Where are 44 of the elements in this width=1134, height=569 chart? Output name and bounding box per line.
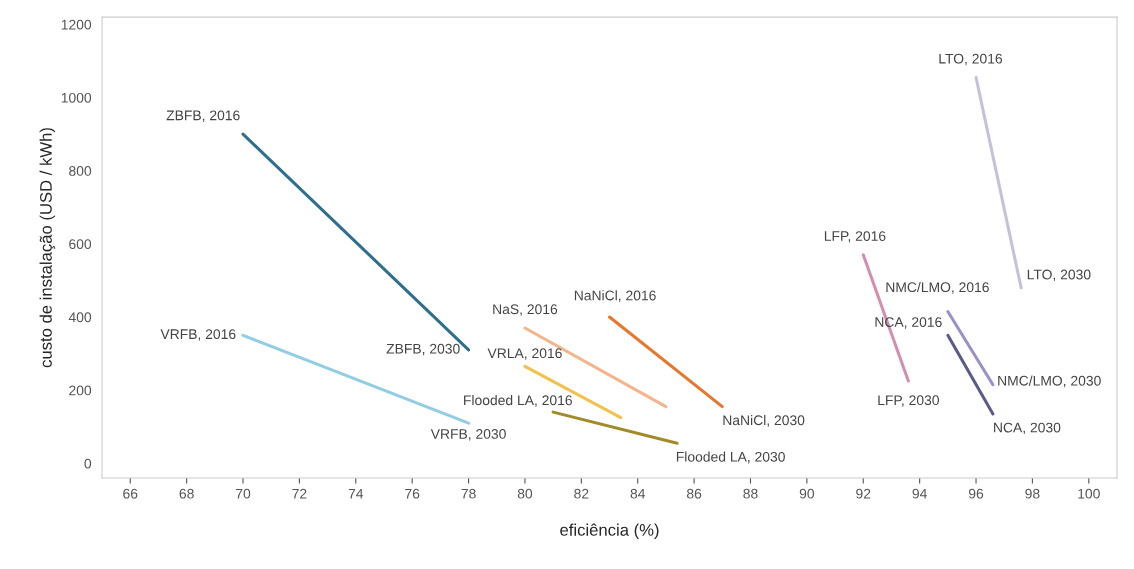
x-tick-label: 72 bbox=[292, 488, 307, 499]
x-axis-title: eficiência (%) bbox=[560, 523, 659, 540]
annotation: NCA, 2030 bbox=[994, 422, 1061, 435]
x-tick-label: 88 bbox=[743, 488, 758, 499]
x-tick-label: 84 bbox=[630, 488, 646, 499]
x-tick-label: 100 bbox=[1078, 488, 1100, 499]
annotation: NaS, 2016 bbox=[493, 304, 558, 316]
x-tick-label: 66 bbox=[123, 488, 138, 499]
annotation: Flooded LA, 2030 bbox=[676, 451, 785, 464]
annotation: NMC/LMO, 2030 bbox=[998, 375, 1101, 388]
x-tick-label: 68 bbox=[179, 488, 194, 499]
x-tick-label: 90 bbox=[799, 488, 815, 499]
annotation: NaNiCl, 2016 bbox=[574, 290, 656, 303]
y-tick-label: 0 bbox=[84, 458, 92, 469]
y-tick-label: 1000 bbox=[61, 92, 92, 103]
x-tick-label: 94 bbox=[912, 488, 927, 499]
annotation: ZBFB, 2030 bbox=[386, 343, 460, 356]
annotation: NMC/LMO, 2016 bbox=[886, 281, 989, 294]
y-tick-label: 400 bbox=[68, 312, 92, 323]
annotation: ZBFB, 2016 bbox=[166, 110, 240, 122]
y-tick-label: 800 bbox=[69, 166, 92, 176]
annotation: LFP, 2030 bbox=[878, 395, 939, 407]
y-tick-label: 200 bbox=[69, 385, 92, 396]
x-tick-label: 92 bbox=[856, 488, 871, 499]
annotation: VRFB, 2030 bbox=[430, 429, 506, 441]
y-tick-label: 600 bbox=[69, 239, 92, 250]
annotation: VRLA, 2016 bbox=[487, 348, 562, 360]
y-tick-label: 1200 bbox=[61, 19, 92, 30]
x-tick-label: 86 bbox=[686, 488, 702, 499]
x-tick-label: 74 bbox=[348, 488, 364, 499]
x-tick-label: 80 bbox=[517, 488, 533, 499]
x-tick-label: 96 bbox=[968, 488, 984, 499]
x-tick-label: 76 bbox=[405, 488, 420, 499]
annotation: LFP, 2016 bbox=[824, 231, 886, 243]
annotation: VRFB, 2016 bbox=[160, 329, 236, 341]
annotation: LTO, 2030 bbox=[1027, 269, 1091, 282]
annotation: LTO, 2016 bbox=[939, 53, 1003, 66]
x-tick-label: 78 bbox=[461, 488, 476, 499]
x-tick-label: 82 bbox=[574, 488, 589, 499]
annotation: Flooded LA, 2016 bbox=[464, 395, 572, 407]
annotation: NaNiCl, 2030 bbox=[723, 414, 805, 427]
x-tick-label: 70 bbox=[236, 488, 251, 499]
x-tick-label: 98 bbox=[1025, 488, 1040, 499]
y-axis-title: custo de instalação (USD / kWh) bbox=[39, 128, 56, 368]
